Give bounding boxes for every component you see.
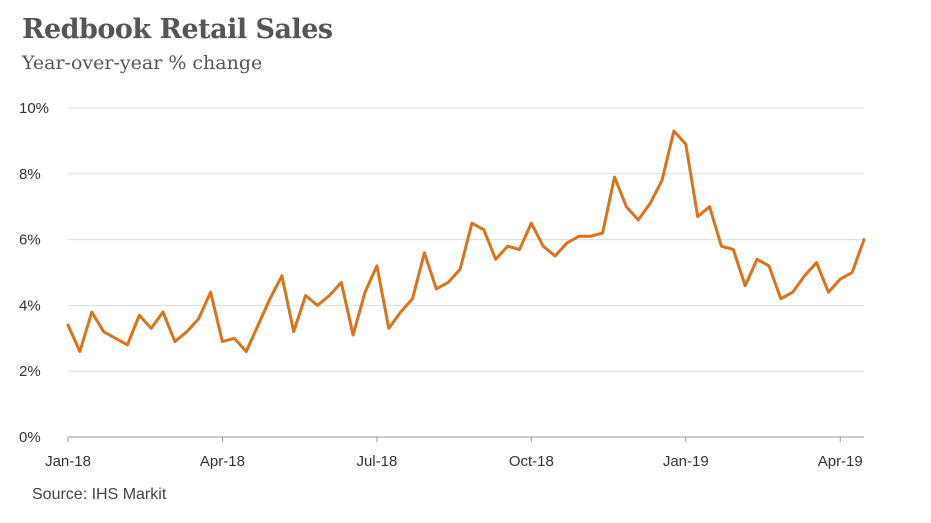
x-tick-label: Apr-18 [200,453,245,470]
chart-title: Redbook Retail Sales [22,14,333,45]
y-tick-label: 0% [19,429,41,446]
y-tick-label: 2% [19,363,41,380]
y-tick-label: 8% [19,166,41,183]
x-tick-label: Jul-18 [356,453,397,470]
y-tick-label: 10% [19,100,49,117]
y-tick-label: 4% [19,297,41,314]
x-tick-label: Jan-19 [663,453,709,470]
x-tick-label: Oct-18 [509,453,554,470]
series-line [66,129,866,353]
chart-source: Source: IHS Markit [32,486,167,503]
x-tick-label: Jan-18 [45,453,91,470]
y-tick-label: 6% [19,232,41,249]
chart-subtitle: Year-over-year % change [22,52,263,74]
x-tick-label: Apr-19 [818,453,863,470]
